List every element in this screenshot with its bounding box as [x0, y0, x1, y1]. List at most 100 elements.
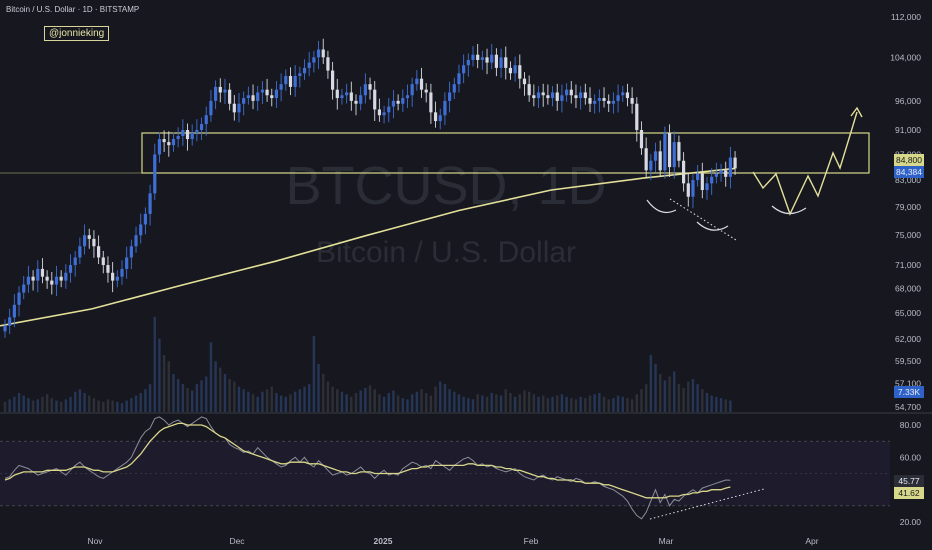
candle[interactable] — [457, 64, 461, 93]
candle[interactable] — [663, 126, 667, 179]
candle[interactable] — [616, 84, 620, 113]
candle[interactable] — [340, 88, 344, 105]
candle[interactable] — [139, 213, 143, 244]
candle[interactable] — [251, 84, 255, 110]
candle[interactable] — [443, 92, 447, 126]
candle[interactable] — [270, 88, 274, 107]
candle[interactable] — [508, 61, 513, 80]
candle[interactable] — [401, 89, 405, 112]
candle[interactable] — [284, 69, 288, 91]
candle[interactable] — [321, 38, 325, 64]
candle[interactable] — [115, 270, 119, 288]
candle[interactable] — [700, 162, 704, 199]
candle[interactable] — [209, 90, 213, 122]
candle[interactable] — [405, 84, 410, 108]
candle[interactable] — [256, 85, 260, 111]
candle[interactable] — [672, 131, 676, 179]
candle[interactable] — [677, 135, 681, 168]
candle[interactable] — [331, 61, 335, 100]
candle[interactable] — [316, 40, 321, 69]
candle[interactable] — [68, 254, 73, 283]
candle[interactable] — [279, 73, 283, 102]
candle[interactable] — [471, 46, 475, 67]
candles[interactable] — [3, 38, 737, 338]
candle[interactable] — [377, 98, 381, 122]
candle[interactable] — [410, 77, 414, 107]
candle[interactable] — [504, 46, 508, 80]
candle[interactable] — [190, 124, 194, 146]
candle[interactable] — [522, 72, 527, 96]
candle[interactable] — [710, 168, 714, 195]
candle[interactable] — [424, 83, 428, 103]
time-axis[interactable]: Nov Dec 2025 Feb Mar Apr — [87, 536, 818, 546]
candle[interactable] — [274, 81, 279, 108]
candle[interactable] — [162, 130, 166, 152]
candle[interactable] — [45, 270, 49, 289]
candle[interactable] — [368, 77, 372, 100]
candle[interactable] — [714, 162, 718, 184]
candle[interactable] — [494, 48, 498, 77]
candle[interactable] — [419, 67, 424, 98]
candle[interactable] — [705, 176, 709, 200]
candle[interactable] — [630, 87, 634, 114]
candle[interactable] — [167, 131, 171, 157]
candle[interactable] — [265, 78, 269, 102]
candle[interactable] — [579, 85, 583, 110]
candle[interactable] — [382, 105, 386, 124]
candle[interactable] — [658, 140, 662, 177]
candle[interactable] — [485, 48, 489, 75]
candle[interactable] — [611, 92, 615, 114]
candle[interactable] — [129, 239, 133, 269]
candle[interactable] — [555, 83, 559, 111]
candle[interactable] — [92, 230, 96, 258]
candle[interactable] — [312, 50, 316, 73]
candle[interactable] — [157, 132, 162, 163]
candle[interactable] — [54, 265, 59, 297]
candle[interactable] — [293, 65, 297, 97]
candle[interactable] — [228, 83, 232, 111]
candle[interactable] — [204, 106, 208, 136]
candle[interactable] — [546, 84, 550, 105]
candle[interactable] — [597, 89, 601, 113]
candle[interactable] — [181, 119, 185, 146]
candle[interactable] — [36, 260, 40, 293]
candle[interactable] — [429, 83, 433, 124]
candle[interactable] — [242, 91, 246, 116]
candle[interactable] — [199, 117, 204, 140]
candle[interactable] — [3, 319, 7, 338]
candle[interactable] — [111, 262, 115, 293]
candle[interactable] — [125, 246, 129, 279]
candle[interactable] — [148, 184, 152, 226]
candle[interactable] — [153, 143, 157, 200]
candle[interactable] — [50, 271, 54, 295]
candle[interactable] — [17, 286, 21, 317]
candle[interactable] — [466, 53, 470, 77]
candle[interactable] — [349, 81, 353, 111]
candle[interactable] — [326, 50, 330, 79]
candle[interactable] — [73, 250, 77, 277]
candle[interactable] — [452, 77, 456, 100]
candle[interactable] — [307, 51, 311, 77]
candle[interactable] — [518, 54, 522, 89]
candle[interactable] — [87, 228, 91, 249]
candle[interactable] — [536, 85, 541, 108]
candle[interactable] — [195, 119, 199, 142]
candle[interactable] — [490, 43, 494, 70]
candle[interactable] — [223, 78, 227, 105]
candle[interactable] — [232, 95, 236, 121]
candle[interactable] — [653, 142, 658, 173]
candle[interactable] — [438, 108, 442, 130]
candle[interactable] — [373, 81, 377, 122]
candle[interactable] — [602, 87, 606, 108]
candle[interactable] — [64, 264, 68, 289]
candle[interactable] — [298, 66, 302, 88]
candle[interactable] — [541, 83, 545, 107]
candle[interactable] — [218, 78, 222, 103]
candle[interactable] — [433, 101, 438, 128]
candle[interactable] — [462, 54, 466, 84]
candle[interactable] — [639, 121, 644, 155]
candle[interactable] — [728, 146, 732, 189]
candle[interactable] — [733, 151, 737, 175]
candle[interactable] — [214, 80, 218, 110]
